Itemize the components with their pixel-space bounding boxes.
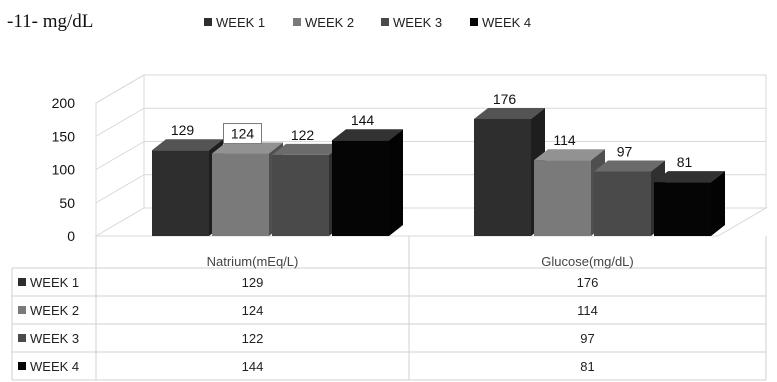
legend-swatch <box>470 18 478 26</box>
bar-front <box>152 150 209 236</box>
data-label: 176 <box>493 91 517 107</box>
data-label: 129 <box>171 122 195 138</box>
legend-swatch <box>18 334 26 342</box>
table-row: WEEK 2 124 114 <box>18 303 598 318</box>
table-cell: 124 <box>242 303 264 318</box>
table-row: WEEK 3 122 97 <box>18 331 595 346</box>
bar-front <box>654 182 711 236</box>
legend-swatch <box>18 362 26 370</box>
table-row: WEEK 1 129 176 <box>18 275 598 290</box>
legend-item: WEEK 4 <box>470 15 531 30</box>
table-cell: 176 <box>577 275 599 290</box>
gridline <box>95 107 145 137</box>
table-cell: 114 <box>577 303 598 318</box>
bar-top <box>152 139 223 151</box>
bar <box>332 129 403 236</box>
table-cell: 122 <box>242 331 264 346</box>
category-label: Natrium(mEq/L) <box>207 254 299 269</box>
bar-front <box>332 140 389 236</box>
document-text-line: -11- mg/dL <box>7 11 93 32</box>
data-label: 124 <box>231 126 255 142</box>
bar-side <box>389 129 403 236</box>
bar-side <box>711 171 725 236</box>
y-tick-label: 200 <box>52 95 76 111</box>
data-labels: 129 124 122 144 176 114 97 81 <box>171 91 693 170</box>
gridline <box>95 174 145 204</box>
bar-top <box>534 149 605 161</box>
table-cell: 144 <box>242 359 264 374</box>
legend-label: WEEK 1 <box>216 15 265 30</box>
y-axis: 0 50 100 150 200 <box>52 95 76 244</box>
legend-label: WEEK 2 <box>305 15 354 30</box>
legend-swatch <box>18 278 26 286</box>
data-label-box <box>223 123 262 145</box>
bar-front <box>594 171 651 236</box>
category-label: Glucose(mg/dL) <box>541 254 633 269</box>
bars <box>152 107 725 237</box>
legend-swatch <box>381 18 389 26</box>
bar-top <box>212 142 283 154</box>
y-tick-label: 150 <box>52 128 76 144</box>
legend-swatch <box>204 18 212 26</box>
table-cell: 81 <box>580 359 594 374</box>
bar <box>654 171 725 236</box>
bar-top <box>332 129 403 141</box>
bar-front <box>212 153 269 236</box>
data-label: 144 <box>351 112 375 128</box>
legend-item: WEEK 1 <box>204 15 265 30</box>
bar-top <box>654 171 725 183</box>
data-label: 81 <box>677 154 693 170</box>
bar-front <box>534 160 591 236</box>
table-grid <box>95 236 767 380</box>
table-cell: 97 <box>580 331 594 346</box>
bar-top <box>474 107 545 119</box>
legend-label: WEEK 4 <box>482 15 531 30</box>
gridline <box>95 74 145 104</box>
legend-item: WEEK 3 <box>381 15 442 30</box>
data-label: 114 <box>553 132 576 148</box>
row-label: WEEK 3 <box>30 331 79 346</box>
legend-swatch <box>293 18 301 26</box>
y-tick-label: 100 <box>52 162 76 178</box>
table-cell: 129 <box>242 275 264 290</box>
legend-swatch <box>18 306 26 314</box>
legend-item: WEEK 2 <box>293 15 354 30</box>
legend-label: WEEK 3 <box>393 15 442 30</box>
legend: WEEK 1 WEEK 2 WEEK 3 WEEK 4 <box>204 15 531 30</box>
data-label: 97 <box>617 143 633 159</box>
y-tick-label: 0 <box>67 228 75 244</box>
row-label: WEEK 1 <box>30 275 79 290</box>
bar-front <box>272 154 329 236</box>
data-table: Natrium(mEq/L) Glucose(mg/dL) WEEK 1 129 176… <box>11 236 767 381</box>
data-label: 122 <box>291 127 315 143</box>
bar-front <box>474 118 531 236</box>
y-tick-label: 50 <box>59 195 75 211</box>
row-label: WEEK 4 <box>30 359 79 374</box>
row-label: WEEK 2 <box>30 303 79 318</box>
table-row: WEEK 4 144 81 <box>18 359 595 374</box>
bar-top <box>594 160 665 172</box>
bar-top <box>272 143 343 155</box>
gridline <box>95 141 145 170</box>
